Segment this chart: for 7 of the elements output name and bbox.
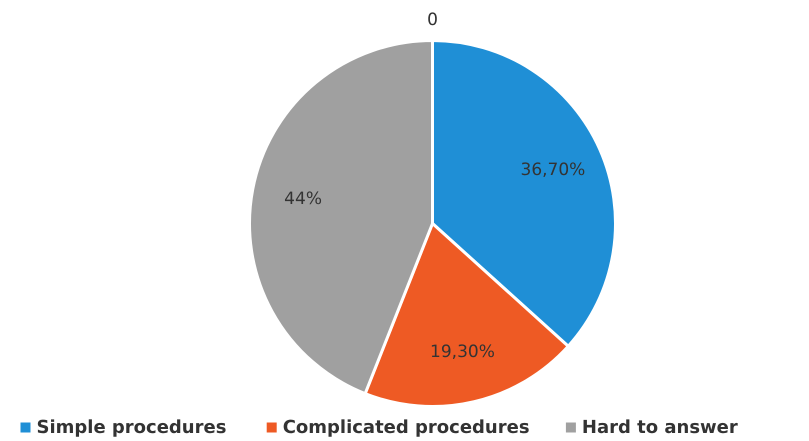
text: 0 [427,10,438,30]
data-label: 19,30% [430,342,495,362]
data-label: 36,70% [520,160,586,180]
legend-label: Simple procedures [36,417,226,438]
legend-label: Hard to answer [582,417,738,438]
legend-label: Complicated procedures [282,417,530,438]
data-label: 44% [284,188,322,209]
